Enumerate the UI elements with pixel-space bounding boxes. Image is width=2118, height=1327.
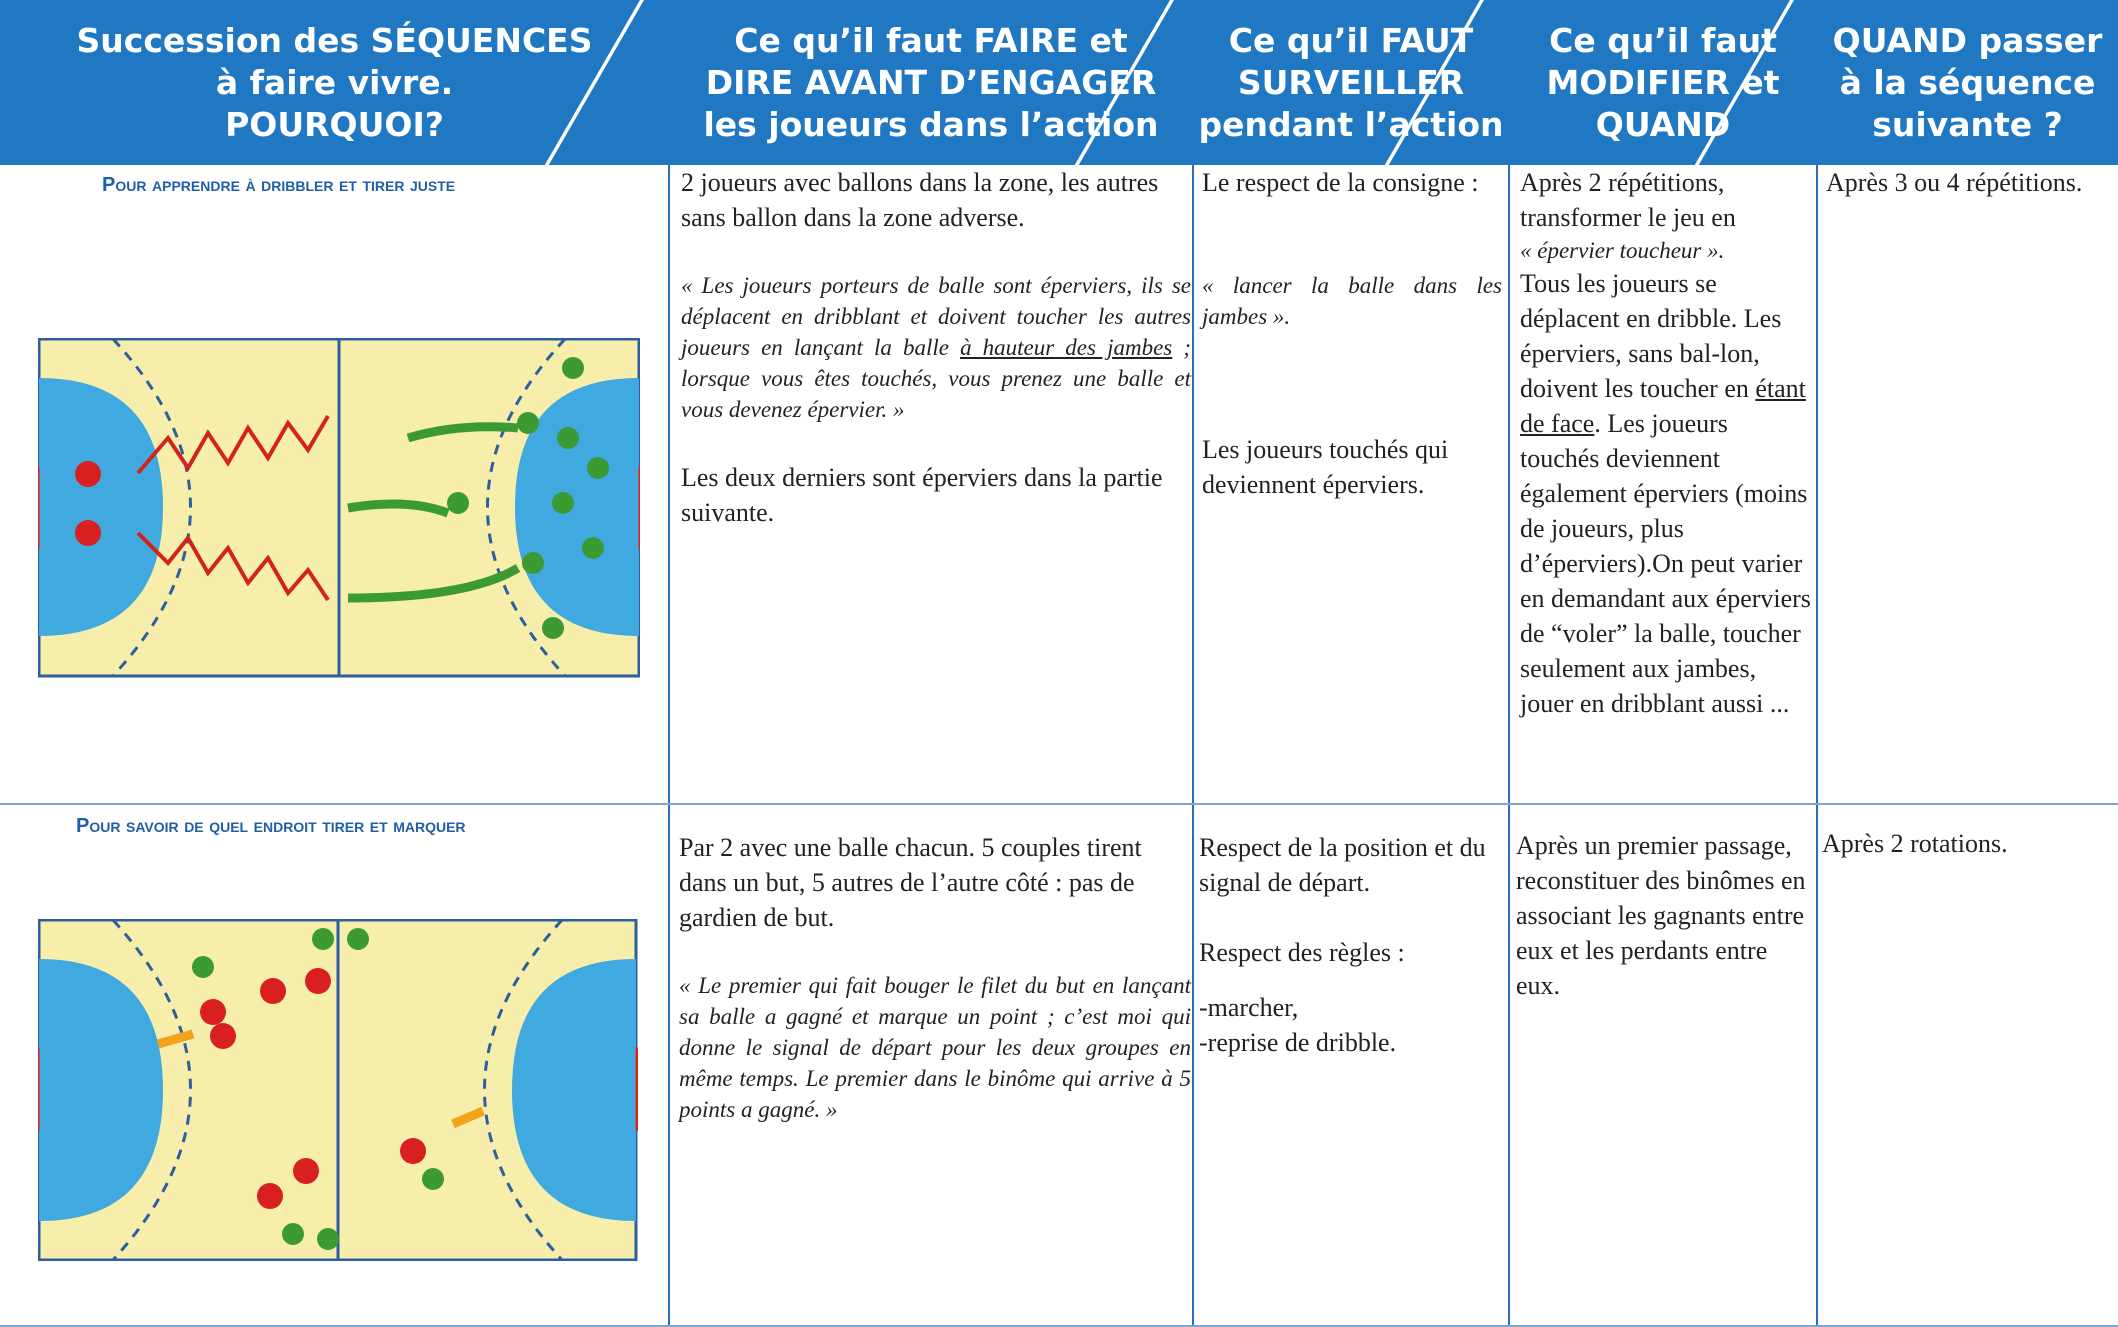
row-border [0, 1325, 2118, 1327]
text: ; lorsque vous êtes touchés, vous prenez… [681, 335, 1191, 422]
header-line: DIRE AVANT D’ENGAGER [705, 62, 1157, 102]
header-line: SURVEILLER [1237, 62, 1465, 102]
row-border [0, 803, 2118, 805]
court-diagram [38, 919, 638, 1261]
cell: Après 2 rotations. [1822, 826, 2114, 896]
paragraph: -reprise de dribble. [1199, 1028, 1397, 1057]
paragraph: Par 2 avec une balle chacun. 5 couples t… [679, 833, 1142, 932]
cell: Respect de la position et du signal de d… [1199, 830, 1504, 1060]
paragraph: Respect des règles : [1199, 938, 1405, 967]
cell: Le respect de la consigne : « lancer la … [1202, 165, 1502, 537]
text: « Les joueurs porteurs de balle sont épe… [681, 273, 1191, 360]
paragraph: Les deux derniers sont éperviers dans la… [681, 463, 1163, 527]
paragraph: Tous les joueurs se déplacent en dribble… [1520, 266, 1812, 721]
header-line: Ce qu’il FAUT [1228, 20, 1474, 60]
column-border [1192, 165, 1194, 1327]
cell: Après un premier passage, reconstituer d… [1516, 828, 1811, 1038]
cell: 2 joueurs avec ballons dans la zone, les… [681, 165, 1191, 565]
paragraph: « Les joueurs porteurs de balle sont épe… [681, 270, 1191, 425]
header-line: QUAND passer [1832, 20, 2103, 60]
text: Tous les joueurs se déplacent en dribble… [1520, 269, 1782, 403]
header-line: les joueurs dans l’action [703, 104, 1159, 144]
header-line: pendant l’action [1198, 104, 1504, 144]
cell: Après 3 ou 4 répétitions. [1826, 165, 2118, 235]
header-cell: Ce qu’il faut FAIRE et DIRE AVANT D’ENGA… [669, 0, 1193, 165]
row-title: Pour savoir de quel endroit tirer et mar… [76, 815, 466, 837]
header-line: MODIFIER et [1546, 62, 1780, 102]
header-cell: Ce qu’il faut MODIFIER et QUAND [1509, 0, 1817, 165]
header: Succession des SÉQUENCES à faire vivre. … [0, 0, 2118, 165]
paragraph: Le respect de la consigne : [1202, 168, 1479, 197]
column-border [1508, 165, 1510, 1327]
paragraph: Après 2 répétitions, transformer le jeu … [1520, 168, 1736, 232]
paragraph: Respect de la position et du signal de d… [1199, 833, 1486, 897]
header-cell: QUAND passer à la séquence suivante ? [1817, 0, 2118, 165]
court-diagram [38, 338, 640, 678]
paragraph: « lancer la balle dans les jambes ». [1202, 273, 1502, 329]
header-cell: Ce qu’il FAUT SURVEILLER pendant l’actio… [1193, 0, 1509, 165]
paragraph: Après 3 ou 4 répétitions. [1826, 168, 2083, 197]
column-border [1816, 165, 1818, 1327]
header-line: QUAND [1595, 104, 1731, 144]
header-line: à faire vivre. [215, 62, 454, 102]
paragraph: « Le premier qui fait bouger le filet du… [679, 973, 1191, 1122]
header-line: suivante ? [1872, 104, 2063, 144]
paragraph: 2 joueurs avec ballons dans la zone, les… [681, 168, 1159, 232]
column-border [668, 165, 670, 1327]
underlined-text: étant de face [1520, 374, 1806, 438]
text: . Les joueurs touchés deviennent égaleme… [1520, 409, 1811, 718]
cell: Après 2 répétitions, transformer le jeu … [1520, 165, 1812, 721]
header-line: Succession des SÉQUENCES [76, 20, 593, 60]
paragraph: -marcher, [1199, 993, 1299, 1022]
paragraph: Après un premier passage, reconstituer d… [1516, 831, 1806, 1000]
paragraph: « épervier toucheur ». [1520, 238, 1725, 263]
paragraph: Après 2 rotations. [1822, 829, 2008, 858]
header-cell: Succession des SÉQUENCES à faire vivre. … [0, 0, 669, 165]
header-line: Ce qu’il faut FAIRE et [734, 20, 1128, 60]
cell: Par 2 avec une balle chacun. 5 couples t… [679, 830, 1191, 1160]
row-title: Pour apprendre à dribbler et tirer juste [102, 174, 456, 196]
header-line: à la séquence [1839, 62, 2096, 102]
underlined-text: à hauteur des jambes [960, 335, 1173, 360]
header-line: POURQUOI? [225, 104, 444, 144]
paragraph: Les joueurs touchés qui deviennent éperv… [1202, 435, 1449, 499]
header-line: Ce qu’il faut [1549, 20, 1777, 60]
